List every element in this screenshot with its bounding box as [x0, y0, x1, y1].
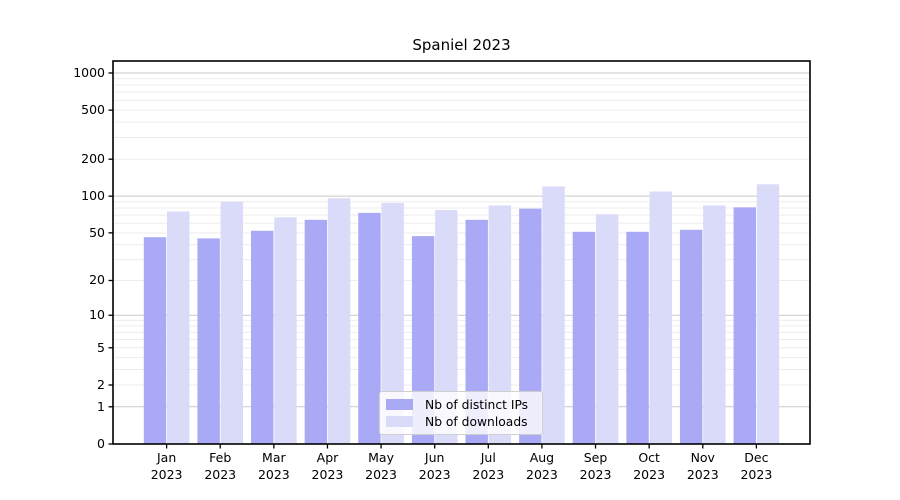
x-tick-label-line: Sep	[583, 450, 608, 465]
legend-swatch-distinct-ips	[386, 399, 413, 410]
x-tick-label-line: Dec	[744, 450, 769, 465]
x-tick-label: Dec 2023	[724, 450, 788, 483]
bar-distinct-ips-6	[465, 219, 488, 444]
y-tick-label: 5	[97, 339, 105, 355]
x-tick-label: Jun 2023	[403, 450, 467, 483]
bar-downloads-10	[703, 205, 726, 444]
bar-distinct-ips-2	[251, 230, 274, 444]
x-tick-label-line: 2023	[740, 466, 773, 482]
x-tick-label-line: 2023	[311, 466, 344, 482]
bar-distinct-ips-0	[143, 237, 167, 444]
x-tick-label-line: Jan	[156, 450, 177, 465]
bar-downloads-9	[649, 191, 672, 444]
x-tick-label-line: Oct	[638, 450, 660, 465]
x-tick-label: Jul 2023	[456, 450, 520, 483]
x-tick-label: Nov 2023	[671, 450, 735, 483]
bar-distinct-ips-4	[358, 212, 381, 444]
x-tick-label: Feb 2023	[188, 450, 252, 483]
bar-downloads-8	[595, 214, 619, 444]
x-tick-label-line: 2023	[150, 466, 183, 482]
x-tick-label-line: 2023	[365, 466, 397, 482]
bar-downloads-2	[274, 217, 297, 444]
bar-downloads-11	[756, 184, 780, 444]
x-tick-label-line: Jul	[480, 450, 496, 465]
x-tick-label: Sep 2023	[564, 450, 628, 483]
bar-downloads-1	[220, 201, 244, 444]
y-tick-label: 50	[89, 224, 105, 240]
x-tick-label: Oct 2023	[617, 450, 681, 483]
chart-title: Spaniel 2023	[412, 36, 511, 54]
bar-downloads-0	[167, 211, 190, 444]
x-tick-label-line: Jun	[424, 450, 445, 465]
y-tick-label: 1000	[73, 64, 105, 80]
x-tick-label-line: Feb	[209, 450, 232, 465]
y-tick-label: 200	[81, 151, 105, 167]
x-tick-label-line: 2023	[526, 466, 558, 482]
x-tick-label-line: Aug	[529, 450, 555, 465]
x-tick-label: Jan 2023	[135, 450, 199, 483]
x-tick-label-line: 2023	[472, 466, 505, 482]
bar-distinct-ips-10	[679, 229, 703, 444]
bar-distinct-ips-3	[304, 219, 328, 444]
bar-downloads-6	[488, 205, 512, 444]
x-tick-label-line: 2023	[257, 466, 290, 482]
bar-downloads-4	[381, 202, 404, 444]
x-tick-label-line: 2023	[686, 466, 719, 482]
bar-distinct-ips-8	[572, 231, 596, 444]
bar-downloads-5	[435, 210, 458, 444]
x-tick-label-line: 2023	[633, 466, 666, 482]
x-tick-label: Aug 2023	[510, 450, 574, 483]
bar-distinct-ips-9	[626, 231, 649, 444]
bar-distinct-ips-11	[733, 207, 756, 444]
bar-distinct-ips-1	[197, 238, 220, 444]
x-tick-label: Mar 2023	[242, 450, 306, 483]
x-tick-label-line: 2023	[204, 466, 237, 482]
x-tick-label: May 2023	[349, 450, 413, 483]
y-tick-label: 20	[89, 272, 105, 288]
legend-label-distinct-ips: Nb of distinct IPs	[425, 397, 529, 412]
y-tick-label: 0	[97, 436, 105, 451]
legend-label-downloads: Nb of downloads	[425, 414, 528, 429]
legend: Nb of distinct IPs Nb of downloads	[379, 391, 543, 435]
bar-distinct-ips-7	[519, 208, 542, 444]
plot-border	[112, 60, 811, 445]
x-tick-label-line: Nov	[690, 450, 715, 465]
bar-downloads-3	[327, 198, 351, 444]
bar-downloads-7	[542, 186, 565, 444]
y-tick-label: 10	[89, 307, 105, 323]
x-tick-label-line: Mar	[262, 450, 286, 465]
y-tick-label: 1	[97, 398, 105, 414]
x-tick-label-line: 2023	[418, 466, 451, 482]
y-tick-label: 500	[81, 102, 105, 118]
legend-item-distinct-ips: Nb of distinct IPs	[386, 398, 536, 412]
y-tick-label: 2	[97, 377, 105, 392]
y-tick-label: 100	[81, 188, 105, 204]
legend-swatch-downloads	[386, 416, 413, 427]
x-tick-label-line: May	[368, 450, 394, 465]
x-tick-label-line: Apr	[316, 450, 339, 465]
x-tick-label: Apr 2023	[295, 450, 359, 483]
legend-item-downloads: Nb of downloads	[386, 415, 536, 429]
x-tick-label-line: 2023	[579, 466, 612, 482]
